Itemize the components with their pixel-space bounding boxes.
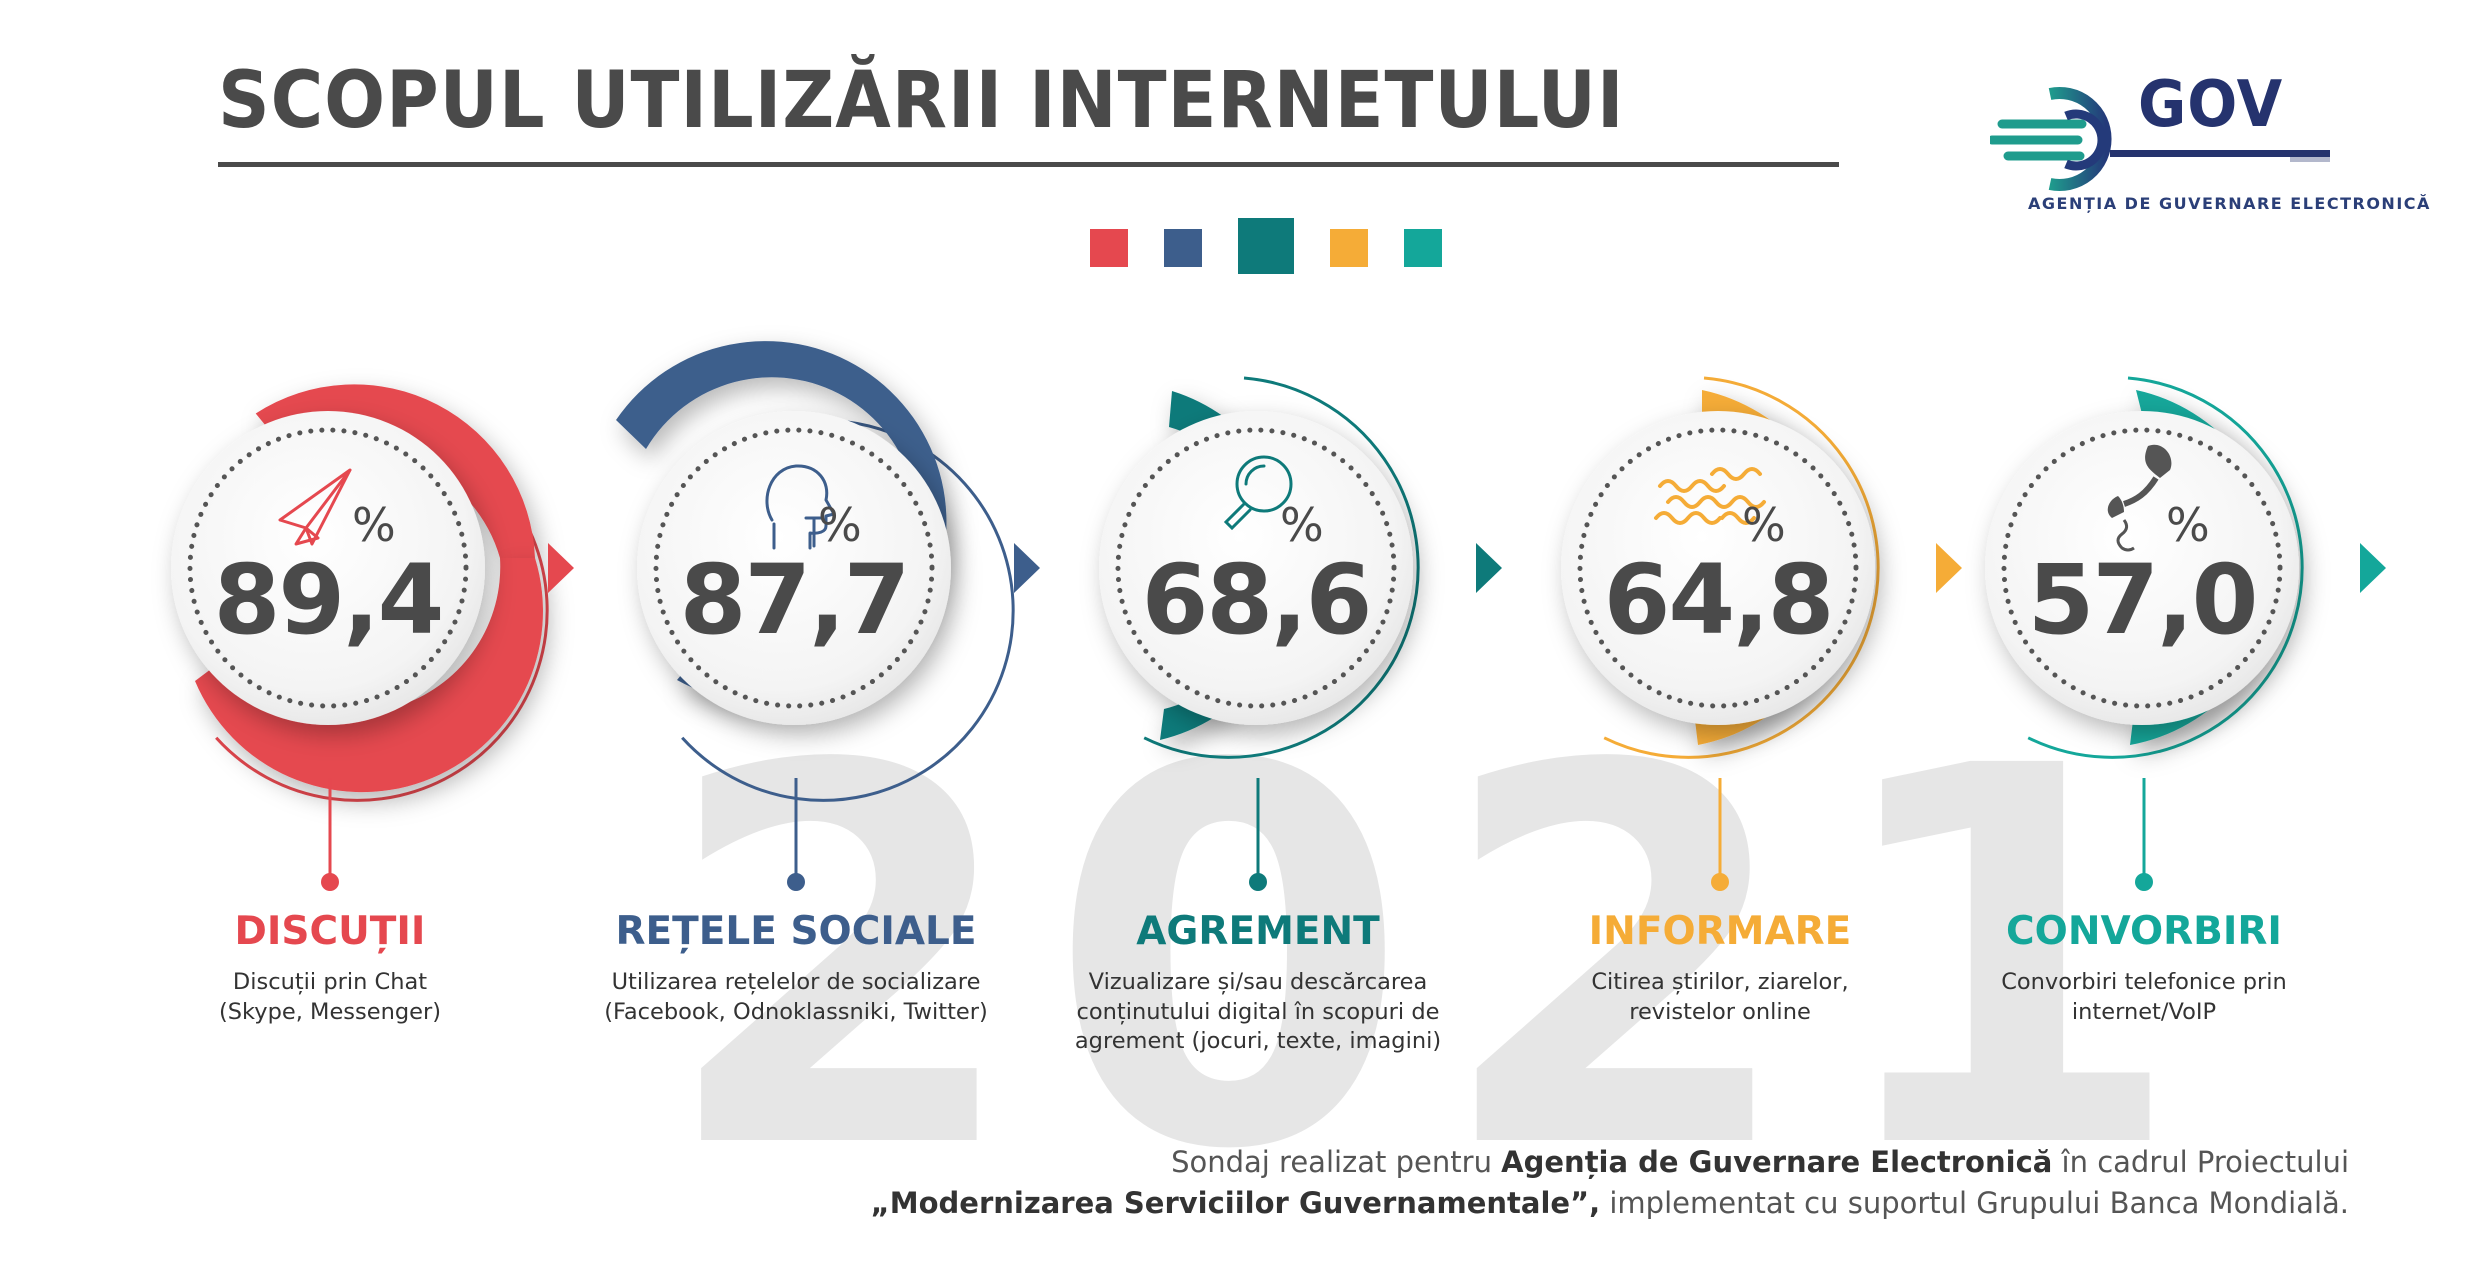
description-line: (Skype, Messenger): [219, 998, 441, 1025]
metric-convorbiri-graphic: [1985, 376, 2386, 891]
percent-sign: %: [818, 498, 862, 552]
description-line: conținutului digital în scopuri de: [1076, 998, 1440, 1025]
swatch-orange: [1330, 229, 1368, 267]
metric-informare-graphic: [1561, 376, 1962, 891]
footnote-project: „Modernizarea Serviciilor Guvernamentale…: [870, 1186, 1601, 1221]
description-line: (Facebook, Odnoklassniki, Twitter): [604, 998, 988, 1025]
percent-sign: %: [2166, 498, 2210, 552]
paper-plane-icon: [278, 468, 352, 546]
metric-value: 89,4: [213, 544, 445, 656]
metric-retele-graphic: [616, 341, 1040, 891]
category-title: AGREMENT: [1136, 909, 1380, 954]
footnote-text: Sondaj realizat pentru: [1171, 1145, 1502, 1179]
survey-footnote: Sondaj realizat pentru Agenția de Guvern…: [871, 1142, 2349, 1224]
category-description: Citirea știrilor, ziarelor, revistelor o…: [1480, 968, 1960, 1027]
percent-sign: %: [352, 498, 396, 552]
description-line: Vizualizare și/sau descărcarea: [1088, 969, 1428, 995]
description-line: agrement (jocuri, texte, imagini): [1074, 1028, 1442, 1055]
category-description: Discuții prin Chat (Skype, Messenger): [90, 968, 570, 1027]
category-title: DISCUȚII: [234, 909, 426, 954]
footnote-text: în cadrul Proiectului: [2052, 1145, 2349, 1179]
percent-sign: %: [1742, 498, 1786, 552]
egov-logo: GOV AGENȚIA DE GUVERNARE ELECTRONICĂ: [1990, 64, 2429, 224]
metric-value: 64,8: [1603, 544, 1835, 656]
category-description: Utilizarea rețelelor de socializare (Fac…: [556, 968, 1036, 1027]
metric-value: 68,6: [1141, 544, 1373, 656]
category-description: Vizualizare și/sau descărcarea conținutu…: [1018, 968, 1498, 1057]
footnote-line-1: Sondaj realizat pentru Agenția de Guvern…: [871, 1142, 2349, 1183]
description-line: Convorbiri telefonice prin: [2001, 969, 2287, 995]
logo-subtitle: AGENȚIA DE GUVERNARE ELECTRONICĂ: [2028, 194, 2431, 213]
magnifier-icon: [1223, 455, 1293, 531]
description-line: internet/VoIP: [2071, 998, 2217, 1025]
head-profile-icon: [765, 464, 836, 550]
swatch-teal-dark: [1238, 218, 1294, 274]
page-title: SCOPUL UTILIZĂRII INTERNETULUI: [218, 56, 1625, 146]
logo-brand: GOV: [2138, 68, 2284, 142]
swatch-red: [1090, 229, 1128, 267]
waves-icon: [1654, 467, 1766, 525]
title-underline: [218, 162, 1839, 167]
phone-handset-icon: [2107, 444, 2172, 552]
description-line: Discuții prin Chat: [232, 969, 428, 995]
description-line: Utilizarea rețelelor de socializare: [611, 969, 981, 995]
category-title: CONVORBIRI: [2006, 909, 2282, 954]
swatch-teal: [1404, 229, 1442, 267]
category-description: Convorbiri telefonice prin internet/VoIP: [1904, 968, 2384, 1027]
footnote-agency: Agenția de Guvernare Electronică: [1501, 1145, 2053, 1179]
description-line: revistelor online: [1629, 998, 1811, 1025]
metric-agrement-graphic: [1099, 376, 1502, 891]
background-year: 2021: [660, 657, 2212, 1263]
footnote-line-2: „Modernizarea Serviciilor Guvernamentale…: [871, 1183, 2349, 1224]
footnote-text: implementat cu suportul Grupului Banca M…: [1600, 1186, 2349, 1221]
percent-sign: %: [1280, 498, 1324, 552]
category-title: INFORMARE: [1588, 909, 1852, 954]
swatch-blue: [1164, 229, 1202, 267]
metric-value: 57,0: [2027, 544, 2259, 656]
metric-discutii-graphic: [171, 384, 574, 891]
metric-value: 87,7: [679, 544, 911, 656]
description-line: Citirea știrilor, ziarelor,: [1591, 969, 1849, 995]
category-title: REȚELE SOCIALE: [615, 909, 977, 954]
